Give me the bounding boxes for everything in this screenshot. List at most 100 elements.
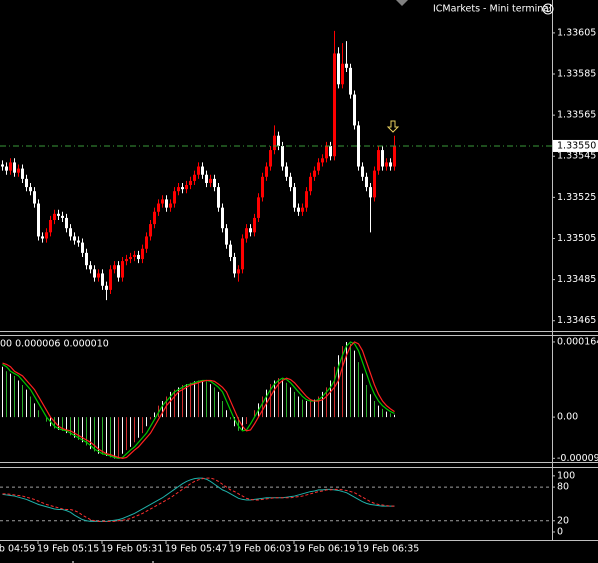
plot-area [1, 30, 396, 301]
candle-body [9, 162, 12, 171]
candle-body [25, 178, 28, 188]
y-tick-label: 1.33585 [557, 69, 596, 80]
chart-title: ICMarkets - Mini terminal [433, 4, 552, 15]
x-tick-label: 19 Feb 04:59 [0, 544, 35, 555]
candle-body [305, 191, 308, 208]
candle-body [341, 63, 344, 85]
candle-body [205, 174, 208, 183]
candle-body [361, 166, 364, 177]
candle-body [1, 164, 4, 167]
candle-body [117, 265, 120, 278]
candle-body [41, 236, 44, 239]
candle-body [221, 207, 224, 229]
panel-frames [0, 0, 598, 541]
candle-body [325, 145, 328, 159]
scrollbar-dots [72, 561, 154, 563]
candle-body [61, 215, 64, 218]
candle-body [133, 254, 136, 257]
candle-body [173, 191, 176, 204]
y-tick-label: 1.33505 [557, 233, 596, 244]
candle-body [5, 166, 8, 171]
candle-body [45, 232, 48, 239]
candle-body [209, 178, 212, 183]
candle-body [345, 63, 348, 68]
candle-body [333, 53, 336, 157]
candle-body [29, 187, 32, 192]
candle-body [381, 150, 384, 167]
candle-body [389, 162, 392, 167]
candle-body [229, 244, 232, 257]
candle-body [357, 125, 360, 167]
candle-body [89, 265, 92, 270]
candle-body [281, 145, 284, 167]
candle-body [253, 217, 256, 233]
candle-body [233, 256, 236, 274]
candle-body [289, 176, 292, 188]
candle-body [353, 94, 356, 126]
y-tick-label: 20 [557, 515, 569, 526]
stochastic-line [2, 477, 395, 522]
candle-body [321, 158, 324, 163]
candle-body [193, 174, 196, 181]
candle-body [241, 238, 244, 270]
x-tick-label: 19 Feb 05:31 [101, 544, 163, 555]
candle-body [365, 176, 368, 188]
y-tick-label: 80 [557, 482, 569, 493]
y-tick-label: 1.33525 [557, 192, 596, 203]
candle-body [313, 170, 316, 177]
candle-body [297, 207, 300, 212]
candle-body [113, 265, 116, 270]
candle-body [393, 145, 396, 167]
indicator-label: 00 0.000006 0.000010 [0, 339, 109, 350]
stochastic-line [2, 477, 395, 522]
x-tick-label: 19 Feb 05:15 [37, 544, 99, 555]
candle-body [249, 228, 252, 233]
y-tick-label: 0 [557, 526, 563, 537]
candle-body [217, 187, 220, 208]
candle-body [145, 236, 148, 249]
signal-line [2, 341, 395, 459]
candle-body [33, 191, 36, 204]
candle-body [369, 187, 372, 198]
candle-body [121, 261, 124, 278]
candle-body [269, 150, 272, 167]
x-tick-label: 19 Feb 06:03 [229, 544, 291, 555]
candle-body [285, 166, 288, 177]
bid-label: 1.33550 [557, 140, 596, 151]
candle-body [17, 168, 20, 173]
candle-body [85, 252, 88, 266]
candle-body [261, 176, 264, 198]
candle-body [129, 256, 132, 260]
alert-arrow [386, 120, 400, 133]
candle-body [57, 213, 60, 216]
candle-body [301, 207, 304, 212]
candle-body [373, 170, 376, 198]
y-tick-label: 1.33545 [557, 151, 596, 162]
bid-label-box [553, 139, 598, 152]
candle-body [309, 176, 312, 192]
y-tick-label: 1.33565 [557, 110, 596, 121]
candle-body [317, 162, 320, 171]
smiley-icon [542, 3, 554, 15]
candle-body [69, 228, 72, 237]
candle-body [277, 135, 280, 146]
candle-body [273, 135, 276, 151]
candle-body [177, 187, 180, 192]
candle-body [181, 187, 184, 190]
candle-body [81, 242, 84, 253]
candle-body [21, 168, 24, 179]
candle-body [265, 166, 268, 177]
candle-body [237, 269, 240, 274]
plot-area [0, 477, 552, 522]
y-tick-label: 1.33605 [557, 27, 596, 38]
signal-line [2, 341, 395, 459]
candle-body [53, 213, 56, 220]
y-tick-label: 0.00 [557, 412, 578, 423]
candle-body [37, 203, 40, 237]
y-tick-label: 0.000164 [557, 336, 598, 347]
candle-body [245, 228, 248, 239]
candle-body [153, 211, 156, 225]
candle-body [105, 285, 108, 290]
candle-body [189, 180, 192, 186]
